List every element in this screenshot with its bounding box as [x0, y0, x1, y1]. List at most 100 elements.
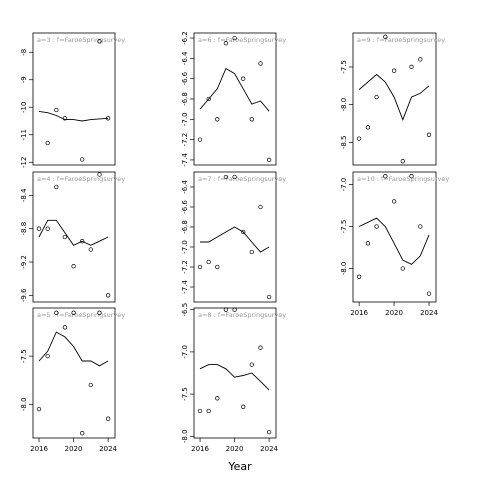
y-tick-label: -12 [20, 157, 28, 168]
panel-frame [193, 32, 277, 166]
data-point [409, 64, 414, 70]
x-tick-label: 2024 [99, 445, 117, 453]
data-point [105, 416, 111, 421]
data-point [54, 310, 59, 315]
panel-3: a=9 : f=FaroeSpringsurvey -7.5 -8.0 -8.5 [340, 32, 445, 166]
data-point [258, 204, 263, 210]
data-point [62, 234, 68, 240]
data-point [206, 259, 211, 265]
panel-frame [32, 171, 116, 303]
data-point [71, 264, 76, 269]
data-point [54, 107, 59, 113]
x-tick-label: 2024 [260, 445, 278, 453]
y-tick-label: -9 [20, 76, 28, 83]
x-tick-label: 2020 [65, 445, 83, 453]
y-tick-label: -8.8 [20, 222, 28, 236]
data-point [241, 229, 246, 235]
data-point [223, 41, 229, 46]
panel-title: a=3 : f=FaroeSpringsurvey [37, 36, 125, 44]
panel-5: a=7 : f=FaroeSpringsurvey -6.4 -6.6 -6.8 -7.… [181, 171, 286, 303]
fit-line [38, 219, 109, 246]
data-point [54, 184, 59, 190]
data-point [206, 96, 211, 102]
data-point [105, 293, 111, 298]
y-tick-label: -8.0 [20, 397, 28, 411]
y-tick-label: -6.4 [181, 51, 189, 65]
data-point [45, 353, 50, 359]
y-tick-label: -6.6 [181, 71, 189, 85]
x-tick-label: 2024 [420, 309, 438, 317]
data-point [197, 408, 203, 414]
y-tick-label: -6.4 [181, 180, 189, 194]
data-point [45, 140, 50, 146]
data-point [241, 76, 246, 81]
y-tick-label: -7.5 [340, 60, 348, 74]
y-tick-label: -8.4 [20, 188, 28, 202]
data-point [97, 310, 102, 315]
panel-title: a=8 : f=FaroeSpringsurvey [198, 311, 286, 319]
y-tick-label: -7.0 [181, 240, 189, 254]
panel-title: a=6 : f=FaroeSpringsurvey [198, 36, 286, 44]
fit-line [38, 331, 109, 367]
data-point [206, 408, 211, 414]
data-point [258, 61, 263, 66]
y-tick-label: -7.2 [181, 260, 189, 274]
data-point [215, 117, 220, 122]
y-tick-label: -7.2 [181, 133, 189, 147]
data-point [400, 266, 405, 271]
data-point [426, 291, 432, 296]
data-point [383, 174, 388, 179]
y-tick-label: -8 [20, 49, 28, 56]
x-tick-label: 2016 [30, 445, 48, 453]
y-tick-label: -9.2 [20, 255, 28, 269]
data-point [391, 68, 397, 73]
x-axis-label: Year [227, 460, 252, 473]
y-tick-label: -11 [20, 129, 28, 140]
y-tick-label: -8.0 [340, 98, 348, 112]
data-point [418, 224, 423, 229]
data-point [105, 116, 111, 121]
panel-frame [352, 32, 437, 166]
panel-frame [352, 171, 437, 303]
data-point [62, 116, 68, 121]
fit-line [358, 73, 430, 121]
panel-title: a=9 : f=FaroeSpringsurvey [357, 36, 445, 44]
data-point [249, 362, 254, 367]
data-point [232, 174, 237, 180]
y-tick-label: -7.5 [340, 220, 348, 234]
data-point [45, 226, 50, 231]
fit-line [358, 217, 430, 265]
data-point [391, 199, 397, 204]
y-tick-label: -6.6 [181, 200, 189, 214]
y-tick-label: -7.0 [181, 345, 189, 359]
y-tick-label: -6.8 [181, 92, 189, 106]
data-point [97, 172, 102, 177]
y-tick-label: -10 [20, 102, 28, 113]
data-point [356, 274, 362, 279]
y-tick-label: -7.4 [181, 280, 189, 294]
panel-4: a=4 : f=FaroeSpringsurvey -8.4 -8.8 -9.2 -9.… [20, 171, 125, 303]
data-point [36, 226, 42, 231]
fit-line [199, 364, 270, 391]
data-point [365, 125, 371, 130]
data-point [249, 117, 254, 122]
data-point [197, 137, 203, 142]
data-point [409, 174, 414, 179]
data-point [356, 136, 362, 141]
data-point [266, 294, 272, 300]
data-point [418, 57, 423, 62]
data-point [241, 404, 246, 409]
data-point [400, 159, 405, 164]
data-point [232, 35, 237, 41]
fit-line [199, 67, 270, 112]
y-tick-label: -7.5 [20, 349, 28, 363]
data-point [249, 249, 254, 255]
y-tick-label: -6.5 [181, 303, 189, 317]
y-tick-label: -7.4 [181, 153, 189, 167]
panel-frame [32, 32, 116, 166]
x-tick-label: 2020 [385, 309, 403, 317]
panel-title: a=7 : f=FaroeSpringsurvey [198, 175, 286, 183]
panel-title: a=4 : f=FaroeSpringsurvey [37, 175, 125, 183]
data-point [426, 132, 432, 137]
